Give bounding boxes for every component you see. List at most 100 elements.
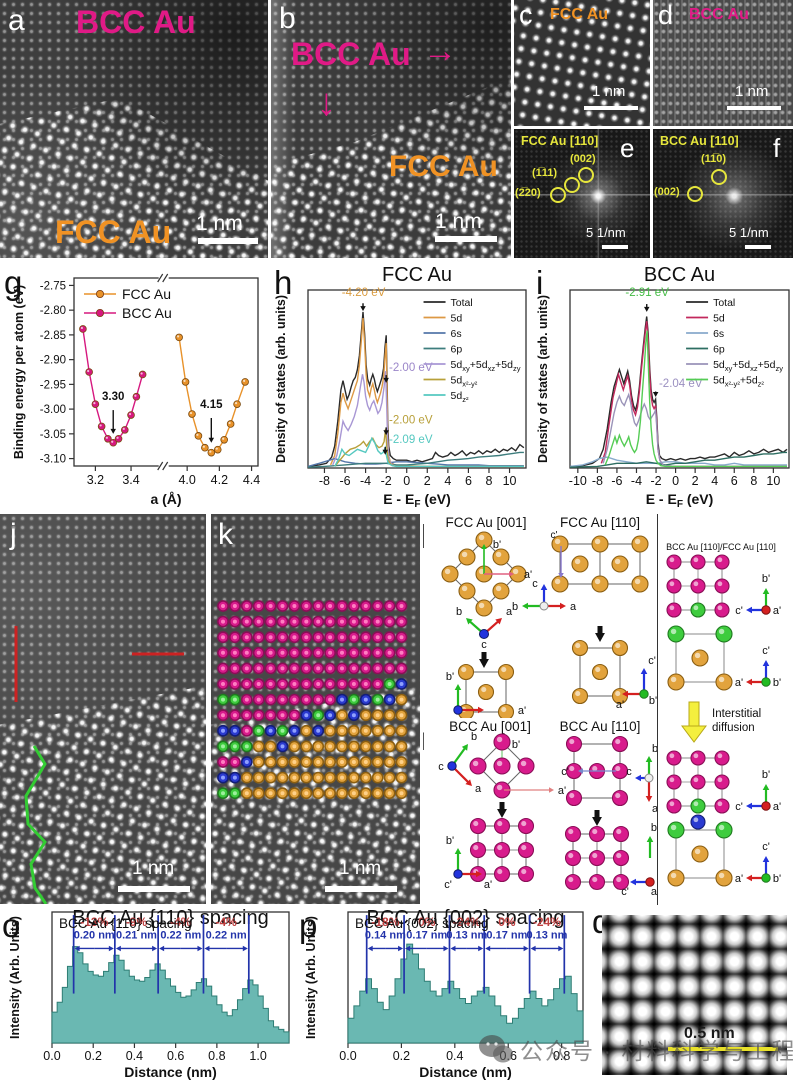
svg-text:-3.05: -3.05 [40,429,66,441]
svg-text:0.0: 0.0 [43,1049,60,1063]
fft-spot-220-icon [550,187,566,203]
svg-text:-4%: -4% [215,915,237,929]
svg-text:BCC Au: BCC Au [122,305,172,321]
svg-text:-9%: -9% [126,915,148,929]
svg-text:0.4: 0.4 [126,1049,143,1063]
svg-text:a': a' [518,705,526,717]
svg-text:-2: -2 [650,474,661,488]
svg-text:b': b' [649,695,657,707]
svg-text:-2.91 eV: -2.91 eV [625,287,669,299]
svg-text:Binding energy per atom (eV): Binding energy per atom (eV) [12,285,26,459]
svg-text:5d: 5d [713,313,725,325]
panel-b-hrtem: b BCC Au → ↓ FCC Au 1 nm [271,0,511,258]
scalebar-e [602,245,628,249]
panel-n-divider [657,514,658,905]
svg-text:0%: 0% [418,915,436,929]
scalebar-f [745,245,771,249]
svg-text:Density of states (arb. units): Density of states (arb. units) [536,295,550,463]
svg-text:0.6: 0.6 [167,1049,184,1063]
panel-l-fcc-structures: FCC Au [001] FCC Au [110] b' a' b a c b' a' c' b a c… [424,514,658,718]
fft-spot-label-220: (2̅20) [515,187,541,199]
fft-spot-002-icon [578,167,594,183]
scalebar-k [325,886,397,892]
svg-text:-2.90: -2.90 [40,355,66,367]
fft-title-f: BCC Au [110] [660,134,739,148]
svg-text:a': a' [735,873,743,885]
svg-text:b': b' [446,835,454,847]
svg-text:a: a [570,601,577,613]
svg-text:Density of states (arb. units): Density of states (arb. units) [274,295,288,463]
svg-text:BCC Au {002} spacing: BCC Au {002} spacing [355,916,489,931]
svg-text:3.4: 3.4 [122,473,139,487]
scalebar-text-b: 1 nm [435,210,482,233]
svg-text:0: 0 [403,474,410,488]
svg-text:0.14 nm: 0.14 nm [365,930,406,942]
panel-label-e: e [620,133,635,163]
svg-text:0.20 nm: 0.20 nm [74,930,115,942]
svg-text:c': c' [621,886,629,898]
svg-text:-24%: -24% [453,915,481,929]
panel-label-c: c [519,0,533,30]
svg-text:a: a [475,783,482,795]
fft-spot-111-icon [564,177,580,193]
svg-text:b': b' [512,739,520,751]
svg-text:5d: 5d [451,313,463,325]
svg-text:c': c' [762,841,770,853]
fcc-dos-chart: -8 -6 -4 -2 0 2 4 6 8 10 FCC Au E - EF (eV) Density … [272,264,530,510]
svg-text:c': c' [444,879,452,891]
svg-text:0.13 nm: 0.13 nm [526,930,567,942]
bcc-arrow-right-icon: → [423,32,457,70]
svg-text:b: b [456,606,462,618]
svg-text:-10: -10 [569,474,587,488]
bcc-lattice-texture [653,0,793,126]
scalebar-d [727,106,781,110]
svg-text:-2: -2 [381,474,392,488]
watermark: 公众号 · 材料科学与工程 [478,1032,793,1066]
svg-text:1.0: 1.0 [249,1049,266,1063]
panel-label-b: b [279,2,296,35]
panel-label-p: p [299,907,318,944]
svg-text:b': b' [773,677,781,689]
svg-text:BCC Au [110]: BCC Au [110] [560,719,641,734]
scalebar-text-f: 5 1/nm [729,225,769,240]
svg-text:a: a [506,606,513,618]
svg-text:0.8: 0.8 [208,1049,225,1063]
svg-text:10: 10 [503,474,517,488]
scalebar-c [584,106,638,110]
svg-text:5dz²: 5dz² [451,390,469,404]
fft-spot-110-icon [711,169,727,185]
scalebar-text-d: 1 nm [735,83,769,100]
image-shading [271,0,511,258]
svg-text:BCC Au [110]/FCC Au [110]: BCC Au [110]/FCC Au [110] [666,542,776,552]
panel-e-fft: FCC Au [110] e (1̅11) (002) (2̅20) 5 1/n… [514,129,650,258]
svg-text:0.8: 0.8 [553,1049,570,1063]
svg-text:Distance (nm): Distance (nm) [419,1064,512,1080]
svg-text:8: 8 [750,474,757,488]
scalebar-text-q: 0.5 nm [684,1025,735,1042]
svg-text:-18%: -18% [371,915,399,929]
svg-text:-2.00 eV: -2.00 eV [389,415,433,427]
svg-text:2: 2 [424,474,431,488]
svg-text:b': b' [446,671,454,683]
fft-spot-002-icon [687,186,703,202]
svg-text:E - EF (eV): E - EF (eV) [646,491,714,510]
bcc-arrow-down-icon: ↓ [317,82,336,124]
svg-text:-8: -8 [592,474,603,488]
svg-text:Distance (nm): Distance (nm) [124,1064,217,1080]
svg-text:4.4: 4.4 [243,473,260,487]
wechat-icon [479,1035,513,1063]
bcc-structure-diagram: BCC Au [001] BCC Au [110] b a c b' a' b' a' c' c' c… [438,719,658,898]
panel-label-a: a [8,4,25,37]
svg-text:0.17 nm: 0.17 nm [406,930,447,942]
svg-text:-4.20 eV: -4.20 eV [342,287,386,299]
fcc-au-label-c: FCC Au [550,6,609,23]
svg-text:a': a' [735,677,743,689]
svg-text:c': c' [735,605,743,617]
svg-text:4.0: 4.0 [178,473,195,487]
svg-text:b': b' [493,539,501,551]
panel-label-g: g [4,264,23,301]
svg-text:0.13 nm: 0.13 nm [446,930,487,942]
svg-text:10: 10 [766,474,780,488]
